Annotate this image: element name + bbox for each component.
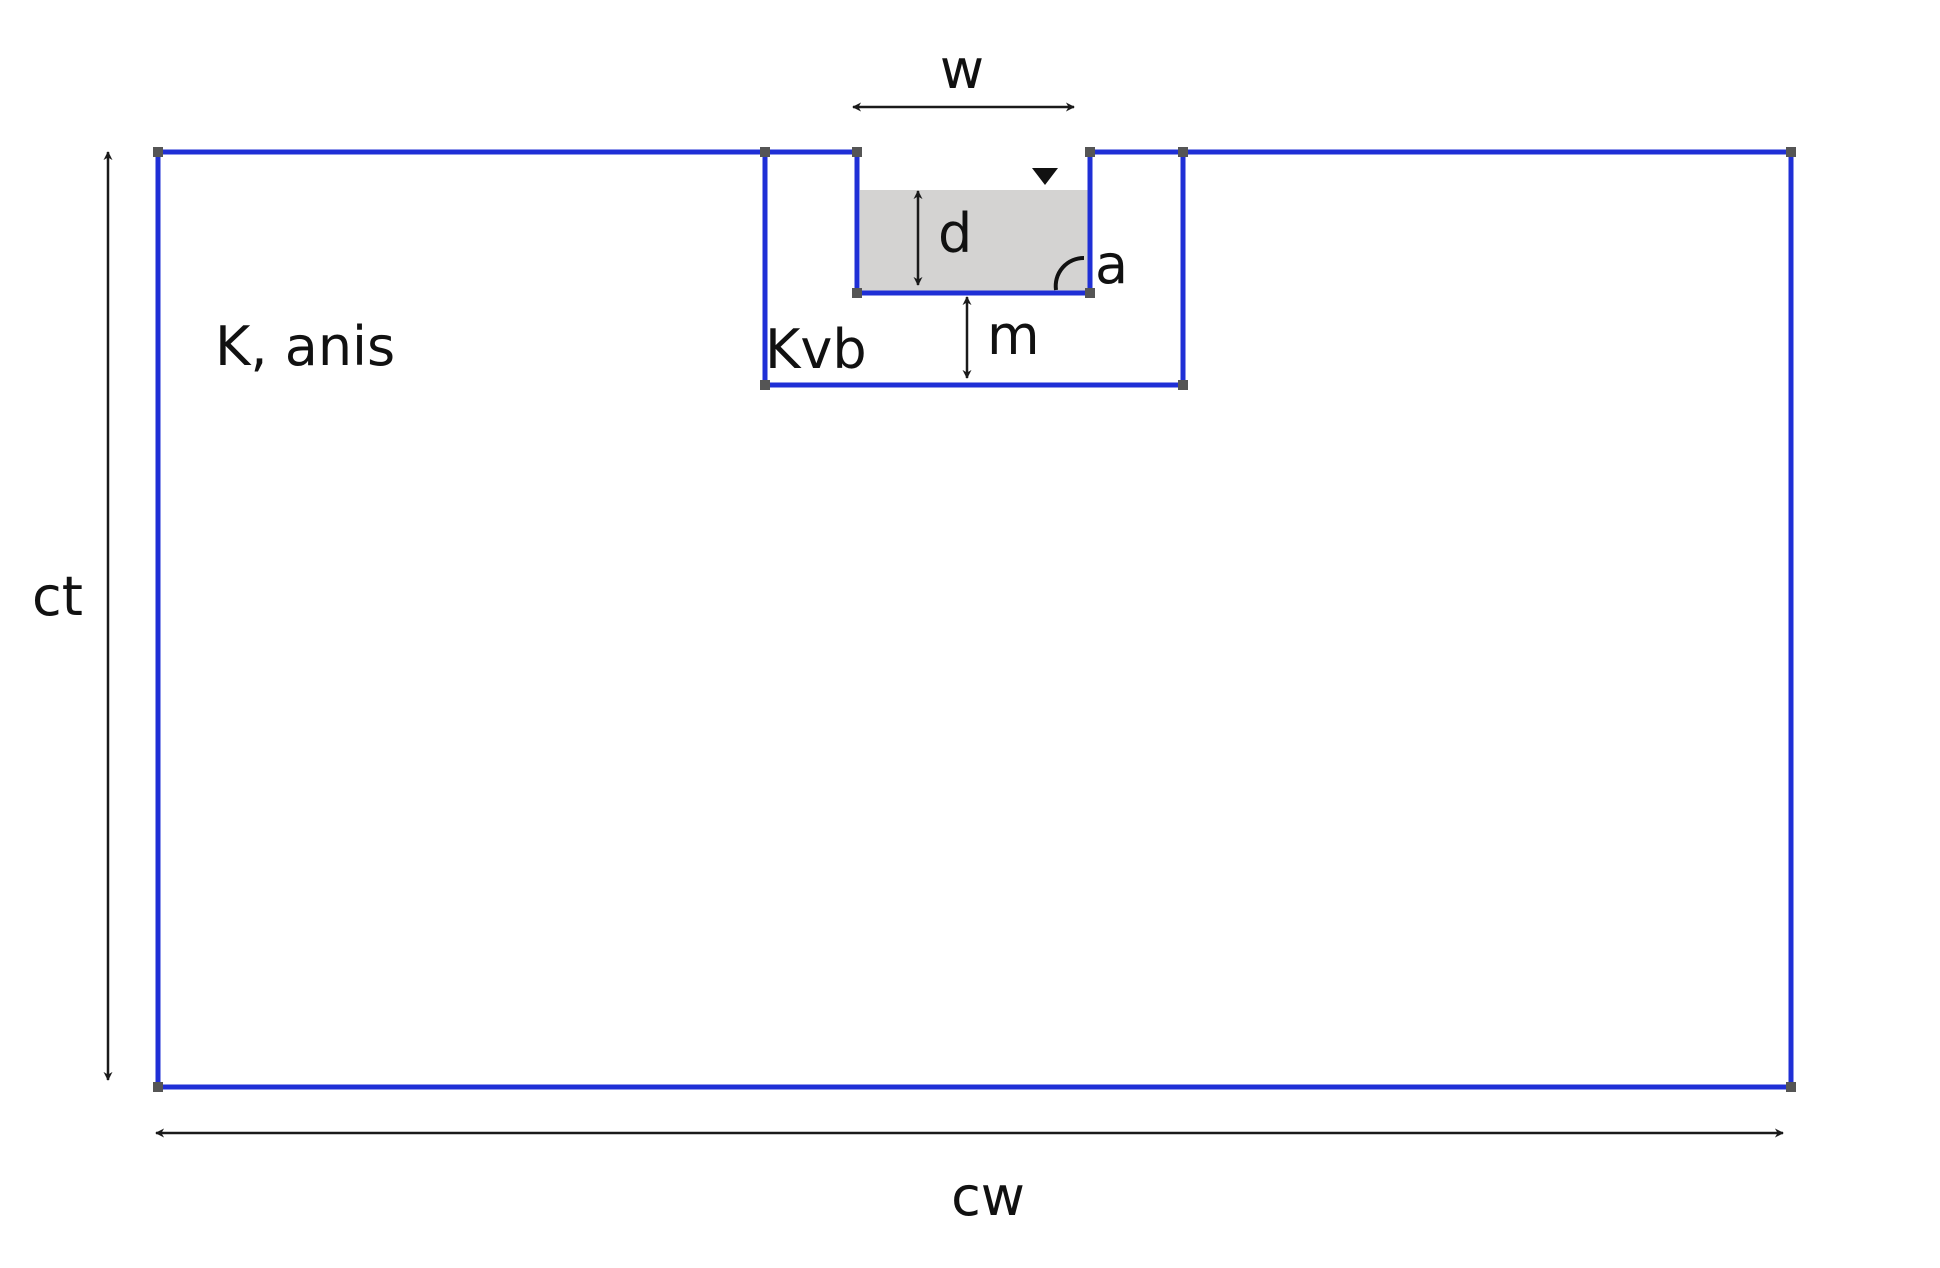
vertical-block-boundary bbox=[762, 152, 1186, 388]
vertex bbox=[760, 380, 770, 390]
domain-boundary bbox=[155, 149, 1794, 1090]
vertex bbox=[1085, 288, 1095, 298]
vertical-block-conductivity-label: Kvb bbox=[765, 318, 867, 381]
water-depth-label: d bbox=[938, 202, 972, 265]
vertex bbox=[1178, 380, 1188, 390]
boundary-vertices bbox=[153, 147, 1796, 1092]
vertex bbox=[1178, 147, 1188, 157]
domain-thickness-label: ct bbox=[32, 565, 83, 628]
angle-label: a bbox=[1095, 233, 1128, 296]
vertex bbox=[153, 1082, 163, 1092]
vertex bbox=[1786, 147, 1796, 157]
vertex bbox=[852, 147, 862, 157]
channel-water-area bbox=[860, 190, 1088, 293]
channel-width-label: w bbox=[940, 38, 984, 101]
vertex bbox=[153, 147, 163, 157]
vertex bbox=[760, 147, 770, 157]
domain-conductivity-label: K, anis bbox=[215, 315, 395, 378]
vertex bbox=[1085, 147, 1095, 157]
water-level-triangle-icon bbox=[1032, 168, 1058, 185]
offset-label: m bbox=[987, 304, 1040, 367]
vertex bbox=[852, 288, 862, 298]
vertex bbox=[1786, 1082, 1796, 1092]
domain-width-label: cw bbox=[951, 1165, 1025, 1228]
angle-arc-icon bbox=[1053, 255, 1085, 291]
